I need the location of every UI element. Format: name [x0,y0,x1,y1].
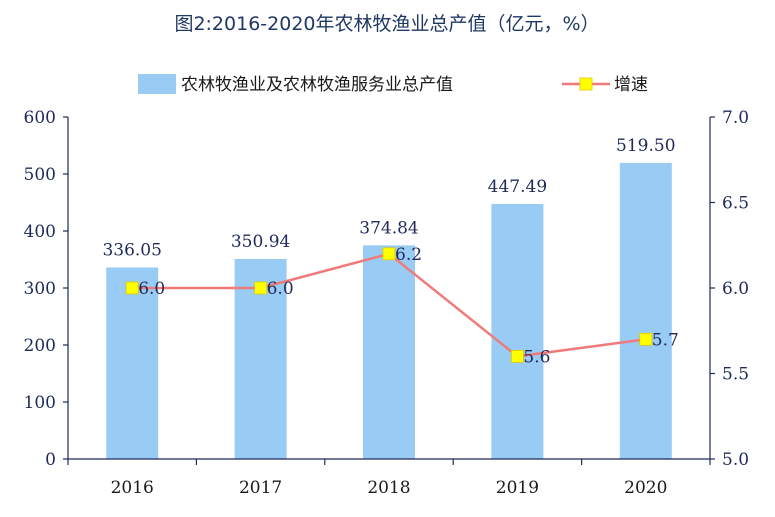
left-tick-label: 300 [24,279,56,299]
left-tick-label: 0 [45,450,56,470]
bar-label-2019: 447.49 [488,177,547,197]
left-tick-label: 200 [24,336,56,356]
legend-line-marker [579,77,593,91]
legend-bar-swatch [138,74,176,94]
bar-series: 336.05 350.94 374.84 447.49 519.50 [102,136,676,459]
right-tick-label: 5.5 [722,365,749,385]
growth-label-2017: 6.0 [267,279,294,299]
bar-label-2020: 519.50 [616,136,675,156]
growth-marker-2018 [382,247,396,261]
bar-label-2017: 350.94 [231,232,290,252]
growth-label-2020: 5.7 [652,330,679,350]
right-tick-label: 5.0 [722,450,749,470]
bar-2018 [363,245,415,459]
right-tick-label: 6.5 [722,194,749,214]
line-series: 6.0 6.0 6.2 5.6 5.7 [125,245,679,367]
left-tick-label: 600 [24,108,56,128]
bar-2019 [491,203,544,459]
bar-label-2018: 374.84 [359,218,418,238]
growth-label-2016: 6.0 [138,279,165,299]
left-tick-label: 500 [24,165,56,185]
bar-label-2016: 336.05 [102,240,161,260]
growth-label-2019: 5.6 [523,347,550,367]
x-tick-label: 2018 [367,478,410,498]
left-tick-label: 400 [24,222,56,242]
left-tick-label: 100 [24,393,56,413]
legend-bar-label: 农林牧渔业及农林牧渔服务业总产值 [181,75,453,95]
x-tick-label: 2016 [111,478,154,498]
growth-marker-2019 [510,349,524,363]
left-axis: 0 100 200 300 400 500 600 [24,108,69,470]
bar-2016 [106,267,159,459]
legend: 农林牧渔业及农林牧渔服务业总产值 增速 [138,74,648,95]
growth-marker-2016 [125,281,139,295]
right-tick-label: 6.0 [722,279,749,299]
growth-marker-2017 [254,281,268,295]
x-tick-label: 2017 [239,478,282,498]
x-tick-label: 2019 [496,478,539,498]
bar-2020 [619,162,672,459]
right-axis: 5.0 5.5 6.0 6.5 7.0 [709,108,749,470]
right-tick-label: 7.0 [722,108,749,128]
x-tick-label: 2020 [624,478,667,498]
chart-title: 图2:2016-2020年农林牧渔业总产值（亿元，%） [174,13,599,35]
x-axis: 2016 2017 2018 2019 2020 [67,458,711,498]
growth-label-2018: 6.2 [395,245,422,265]
legend-line-label: 增速 [614,75,648,95]
growth-marker-2020 [639,332,653,346]
